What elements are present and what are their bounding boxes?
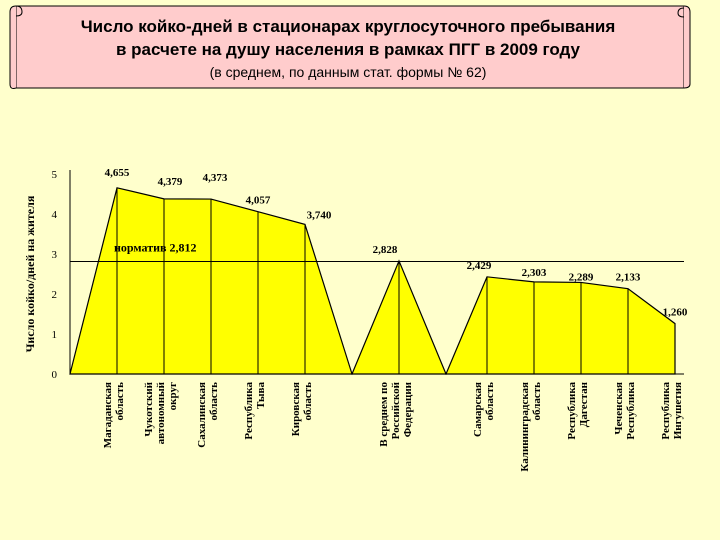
category-label-line: Российской <box>390 381 402 439</box>
category-label-line: область <box>208 382 220 421</box>
y-tick-label: 2 <box>52 289 58 301</box>
category-label-line: Ингушетия <box>672 382 684 439</box>
category-label: Самарскаяобласть <box>472 382 496 437</box>
category-label-line: область <box>114 382 126 421</box>
category-label-line: Федерации <box>402 381 414 437</box>
data-label: 2,303 <box>522 267 547 279</box>
category-label: Магаданскаяобласть <box>102 382 126 448</box>
category-label-line: В среднем по <box>378 382 390 447</box>
category-label-line: Тыва <box>255 382 267 409</box>
category-label-line: Республика <box>660 382 672 440</box>
data-label: 4,655 <box>105 167 130 179</box>
category-label-line: Калининградская <box>519 382 531 472</box>
data-label: 4,057 <box>246 195 271 207</box>
category-label-line: Дагестан <box>578 381 590 427</box>
y-axis-label: Число койко/дней на жителя <box>23 195 37 352</box>
title-banner <box>9 5 691 89</box>
category-label: РеспубликаДагестан <box>566 381 590 439</box>
category-label-line: Чукотский <box>143 381 155 436</box>
norm-label: норматив 2,812 <box>114 241 196 255</box>
chart-subtitle: (в среднем, по данным стат. формы № 62) <box>209 64 487 80</box>
chart-title-line-1: Число койко-дней в стационарах круглосут… <box>80 17 616 36</box>
category-label-line: Республика <box>566 382 578 440</box>
category-label-line: Республика <box>243 382 255 440</box>
category-label-line: область <box>531 382 543 421</box>
y-tick-label: 0 <box>52 369 58 381</box>
data-label: 2,429 <box>467 260 492 272</box>
category-label-line: Чеченская <box>613 382 625 435</box>
y-tick-label: 1 <box>52 329 58 341</box>
category-label-line: Магаданская <box>102 382 114 448</box>
data-label: 4,373 <box>203 172 228 184</box>
category-label-line: округ <box>167 382 179 410</box>
category-label-line: область <box>484 382 496 421</box>
data-label: 4,379 <box>158 176 183 188</box>
area-segment <box>445 276 676 375</box>
category-label-line: Республика <box>625 382 637 440</box>
category-label: Кировскаяобласть <box>290 382 314 436</box>
title-block: Число койко-дней в стационарах круглосут… <box>8 0 688 88</box>
category-label-line: область <box>302 382 314 421</box>
y-tick-label: 5 <box>52 169 58 181</box>
category-label-line: Самарская <box>472 382 484 437</box>
data-label: 1,260 <box>663 307 688 319</box>
y-tick-label: 3 <box>52 249 58 261</box>
category-label: ЧеченскаяРеспублика <box>613 382 637 440</box>
data-label: 2,133 <box>616 272 641 284</box>
category-label: Чукотскийавтономныйокруг <box>143 381 179 444</box>
category-label: РеспубликаТыва <box>243 382 267 440</box>
chart-title-line-2: в расчете на душу населения в рамках ПГГ… <box>115 40 581 59</box>
data-label: 3,740 <box>307 209 332 221</box>
data-label: 2,828 <box>373 244 398 256</box>
category-label-line: автономный <box>155 381 167 444</box>
category-label: Калининградскаяобласть <box>519 382 543 472</box>
y-tick-label: 4 <box>52 209 58 221</box>
category-label-line: Сахалинская <box>196 382 208 448</box>
category-label-line: Кировская <box>290 382 302 436</box>
data-label: 2,289 <box>569 271 594 283</box>
category-label: РеспубликаИнгушетия <box>660 382 684 440</box>
category-label: В среднем поРоссийскойФедерации <box>378 381 414 446</box>
series-area <box>69 187 676 375</box>
category-label: Сахалинскаяобласть <box>196 382 220 448</box>
